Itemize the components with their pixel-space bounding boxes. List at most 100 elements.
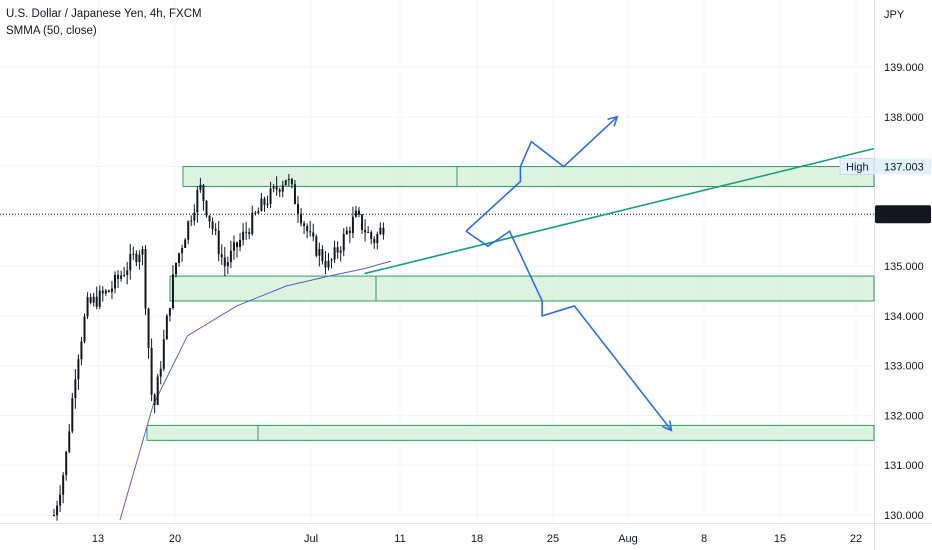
high-price-tag-label: 137.003 bbox=[884, 161, 924, 173]
zone-demand bbox=[146, 424, 875, 441]
candle-body bbox=[193, 212, 196, 221]
candle-body bbox=[272, 186, 275, 189]
high-price-tag bbox=[875, 158, 931, 175]
time-tick-label: 15 bbox=[774, 533, 786, 545]
high-marker-label: High bbox=[846, 161, 869, 173]
candle-body bbox=[98, 290, 101, 307]
candle-body bbox=[351, 216, 354, 234]
candle-body bbox=[297, 204, 299, 214]
candle-body bbox=[156, 376, 159, 405]
candle-body bbox=[275, 186, 278, 190]
candle-body bbox=[205, 200, 208, 216]
drawings bbox=[364, 147, 875, 275]
candle-body bbox=[342, 234, 345, 251]
candle-body bbox=[266, 203, 269, 205]
candle-body bbox=[358, 210, 360, 215]
smma-line bbox=[119, 260, 392, 521]
candle-body bbox=[114, 274, 116, 289]
price-tick-label: 131.000 bbox=[884, 460, 924, 472]
indicator-label[interactable]: SMMA (50, close) bbox=[6, 25, 97, 37]
candle-body bbox=[376, 233, 379, 244]
candle-body bbox=[68, 431, 71, 452]
price-tick-label: 130.000 bbox=[884, 510, 924, 522]
candle-body bbox=[83, 316, 86, 342]
candle-body bbox=[159, 368, 162, 377]
candle-body bbox=[135, 253, 138, 263]
candle-body bbox=[290, 179, 293, 185]
time-tick-label: 25 bbox=[547, 533, 559, 545]
zone-support bbox=[169, 275, 875, 302]
candle-body bbox=[208, 215, 211, 222]
chart-legend: U.S. Dollar / Japanese Yen, 4h, FXCM SMM… bbox=[6, 6, 202, 40]
price-tick-label: 138.000 bbox=[884, 112, 924, 124]
current-price-tag bbox=[875, 205, 931, 224]
candle-body bbox=[62, 475, 65, 495]
candle-body bbox=[56, 505, 59, 516]
candle-body bbox=[306, 225, 309, 232]
time-tick-label: Jul bbox=[304, 533, 318, 545]
candle-body bbox=[242, 231, 245, 241]
candle-body bbox=[132, 253, 135, 255]
trendline bbox=[364, 147, 875, 275]
time-axis[interactable]: 13 20 Jul 11 18 25 Aug 8 15 22 bbox=[92, 533, 862, 545]
price-tick-label: 135.000 bbox=[884, 261, 924, 273]
candle-body bbox=[175, 263, 177, 275]
candle-body bbox=[379, 227, 382, 234]
candle-body bbox=[364, 229, 367, 233]
candle-body bbox=[263, 198, 266, 205]
candle-body bbox=[354, 210, 357, 217]
candle-body bbox=[284, 180, 287, 186]
candle-body bbox=[171, 274, 174, 309]
candle-body bbox=[251, 212, 254, 235]
zone-resistance bbox=[182, 166, 875, 187]
candle-body bbox=[239, 240, 242, 247]
candle-body bbox=[269, 188, 272, 204]
candle-body bbox=[184, 239, 187, 248]
candle-body bbox=[373, 238, 376, 244]
candle-body bbox=[260, 198, 263, 212]
candle-body bbox=[168, 308, 171, 316]
price-tick-label: 139.000 bbox=[884, 62, 924, 74]
time-tick-label: 20 bbox=[169, 533, 181, 545]
candle-body bbox=[223, 257, 226, 267]
candle-body bbox=[117, 274, 120, 279]
candle-body bbox=[53, 515, 55, 517]
candle-body bbox=[165, 315, 168, 340]
candle-body bbox=[300, 213, 303, 224]
candles bbox=[53, 174, 385, 521]
candle-body bbox=[162, 339, 165, 369]
currency-label: JPY bbox=[884, 9, 905, 21]
candle-body bbox=[236, 242, 238, 247]
candle-body bbox=[339, 250, 342, 253]
candle-body bbox=[367, 232, 370, 234]
candle-body bbox=[318, 249, 321, 256]
price-tick-label: 132.000 bbox=[884, 410, 924, 422]
candle-body bbox=[293, 184, 296, 205]
zones bbox=[0, 166, 875, 441]
price-tick-label: 134.000 bbox=[884, 311, 924, 323]
projected-paths bbox=[465, 115, 673, 432]
candle-body bbox=[336, 247, 339, 253]
candle-body bbox=[77, 359, 80, 380]
candle-body bbox=[217, 230, 220, 255]
candle-body bbox=[370, 232, 373, 239]
candle-body bbox=[248, 232, 251, 235]
candle-body bbox=[303, 223, 306, 226]
candle-body bbox=[229, 250, 232, 263]
candle-body bbox=[138, 254, 141, 263]
candle-body bbox=[333, 247, 336, 260]
price-axis[interactable]: JPY139.000138.000137.000136.000135.00013… bbox=[884, 9, 924, 522]
time-tick-label: 8 bbox=[701, 533, 707, 545]
candle-body bbox=[361, 214, 364, 230]
candle-body bbox=[59, 494, 62, 506]
candle-body bbox=[202, 184, 205, 201]
candle-body bbox=[327, 260, 330, 268]
price-tags: High 137.003 136.043 bbox=[839, 157, 931, 224]
candle-body bbox=[74, 379, 77, 399]
high-marker-box bbox=[839, 157, 875, 175]
candle-body bbox=[178, 253, 181, 264]
symbol-title[interactable]: U.S. Dollar / Japanese Yen, 4h, FXCM bbox=[6, 8, 202, 20]
